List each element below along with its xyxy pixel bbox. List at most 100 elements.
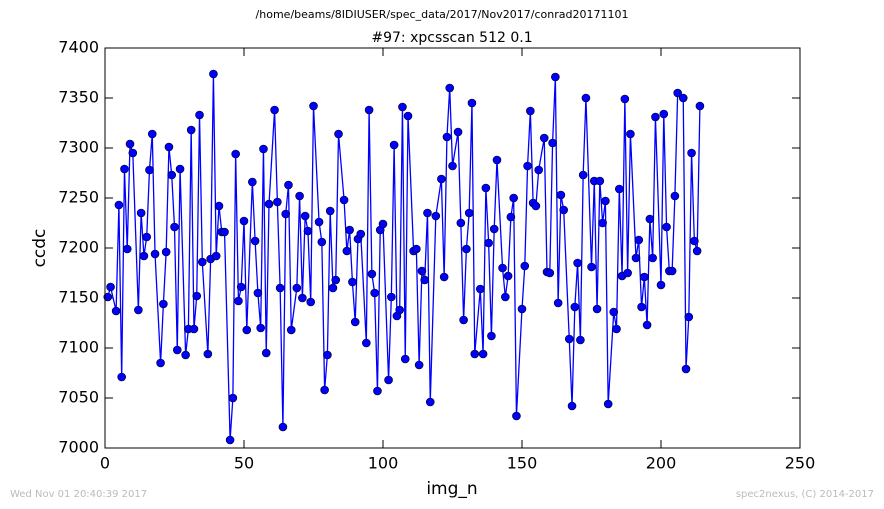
data-point (273, 197, 282, 207)
data-point (501, 292, 510, 302)
data-point (637, 302, 646, 312)
data-point (520, 261, 530, 271)
data-point (181, 350, 190, 360)
y-tick-label: 7350 (58, 88, 99, 107)
data-point (342, 246, 352, 256)
data-point (373, 386, 382, 396)
data-point (345, 225, 354, 235)
data-point (412, 244, 421, 254)
y-tick-label: 7150 (58, 288, 99, 307)
data-point (348, 277, 357, 287)
x-axis-label: img_n (426, 479, 477, 499)
y-tick-label: 7050 (58, 388, 99, 407)
data-point (264, 199, 274, 209)
data-point (684, 312, 694, 322)
data-point (122, 244, 132, 254)
data-point (551, 72, 560, 82)
data-point (656, 280, 666, 290)
data-point (256, 323, 265, 333)
data-point (250, 236, 260, 246)
data-point (303, 226, 313, 236)
data-point (489, 224, 499, 234)
data-point (609, 307, 619, 317)
data-point (298, 293, 307, 303)
data-point (286, 325, 296, 335)
data-point (423, 208, 432, 218)
footer-left: Wed Nov 01 20:40:39 2017 (10, 489, 147, 500)
data-point (161, 247, 171, 257)
data-point (328, 283, 338, 293)
data-point (134, 305, 143, 315)
data-point (331, 275, 341, 285)
data-point (167, 170, 177, 180)
data-point (225, 435, 235, 445)
data-point (150, 249, 160, 259)
data-point (128, 148, 138, 158)
data-point (695, 101, 705, 111)
data-line (107, 73, 701, 441)
suptitle: /home/beams/8IDIUSER/spec_data/2017/Nov2… (256, 8, 629, 21)
x-tick-label: 0 (100, 454, 110, 473)
data-point (384, 375, 393, 385)
data-point (389, 140, 399, 150)
data-point (170, 222, 179, 232)
data-point (578, 170, 588, 180)
data-point (531, 201, 541, 211)
data-point (117, 372, 126, 382)
data-point (592, 304, 602, 314)
data-point (487, 331, 496, 341)
data-point (214, 201, 224, 211)
data-point (192, 291, 202, 301)
data-point (640, 272, 649, 282)
data-point (662, 222, 671, 232)
x-tick-label: 100 (368, 454, 399, 473)
data-point (209, 69, 218, 79)
data-point (681, 364, 691, 374)
data-point (506, 212, 516, 222)
data-point (631, 253, 641, 263)
y-axis-label: ccdc (30, 229, 50, 268)
data-point (601, 196, 610, 206)
data-point (576, 335, 585, 345)
data-point (350, 317, 360, 327)
data-point (445, 83, 455, 93)
y-tick-label: 7400 (58, 38, 99, 57)
data-point (364, 105, 374, 115)
data-point (598, 218, 607, 228)
data-point (478, 349, 488, 359)
data-point (220, 227, 229, 237)
data-point (175, 164, 185, 174)
y-tick-label: 7100 (58, 338, 99, 357)
data-point (420, 275, 430, 285)
data-point (295, 191, 304, 201)
data-point (356, 229, 366, 239)
data-point (692, 246, 702, 256)
data-point (248, 177, 257, 187)
data-point (556, 190, 566, 200)
data-point (564, 334, 574, 344)
data-point (467, 98, 477, 108)
data-point (437, 174, 446, 184)
data-point (142, 232, 151, 242)
plot-frame (104, 47, 801, 449)
data-point (509, 193, 518, 203)
data-point (370, 288, 379, 298)
data-point (400, 354, 410, 364)
data-point (189, 324, 199, 334)
y-tick-label: 7250 (58, 188, 99, 207)
data-point (484, 238, 493, 248)
data-point (673, 88, 682, 98)
x-tick-label: 50 (234, 454, 254, 473)
data-point (325, 206, 335, 216)
data-point (678, 93, 688, 103)
data-point (270, 105, 279, 115)
data-point (459, 315, 468, 325)
data-point (398, 102, 407, 112)
data-point (334, 129, 343, 139)
data-point (203, 349, 213, 359)
data-point (164, 142, 174, 152)
data-point (284, 180, 293, 190)
data-point (239, 216, 249, 226)
data-point (559, 205, 569, 215)
data-point (139, 251, 149, 261)
